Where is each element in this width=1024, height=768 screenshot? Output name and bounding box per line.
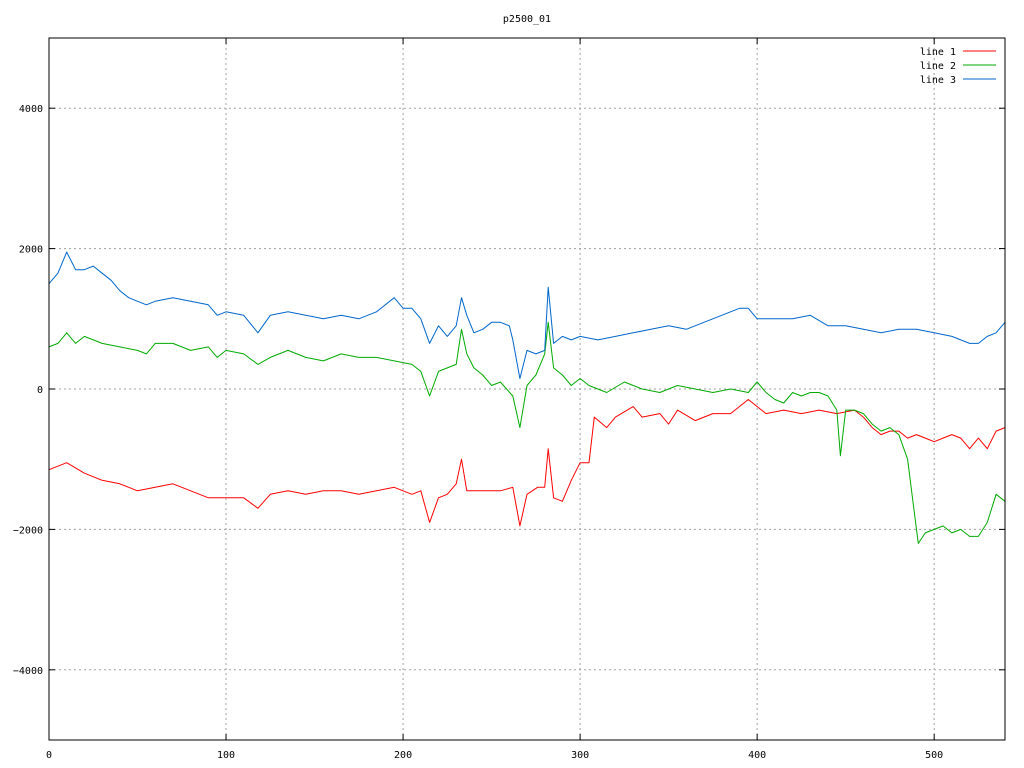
y-tick-label: −4000 bbox=[13, 666, 43, 677]
legend-label-1: line 1 bbox=[920, 47, 956, 58]
legend-label-3: line 3 bbox=[920, 75, 956, 86]
x-tick-label: 300 bbox=[571, 750, 589, 761]
gridlines bbox=[49, 38, 1005, 740]
legend-label-2: line 2 bbox=[920, 61, 956, 72]
y-tick-label: 0 bbox=[37, 385, 43, 396]
x-tick-label: 400 bbox=[748, 750, 766, 761]
series-line-3 bbox=[48, 251, 1006, 379]
x-tick-label: 0 bbox=[46, 750, 52, 761]
x-tick-label: 500 bbox=[925, 750, 943, 761]
chart-title: p2500_01 bbox=[503, 14, 551, 25]
series-lines bbox=[48, 251, 1006, 544]
x-tick-label: 100 bbox=[217, 750, 235, 761]
x-tick-label: 200 bbox=[394, 750, 412, 761]
series-line-1 bbox=[48, 399, 1006, 527]
y-tick-label: 4000 bbox=[19, 104, 43, 115]
y-tick-label: 2000 bbox=[19, 245, 43, 256]
y-tick-label: −2000 bbox=[13, 525, 43, 536]
legend: line 1 line 2 line 3 bbox=[920, 47, 996, 86]
axis-ticks: 0 100 200 300 400 500 −4000 −2000 0 2000 4000 bbox=[13, 38, 1005, 761]
series-line-2 bbox=[48, 321, 1006, 544]
